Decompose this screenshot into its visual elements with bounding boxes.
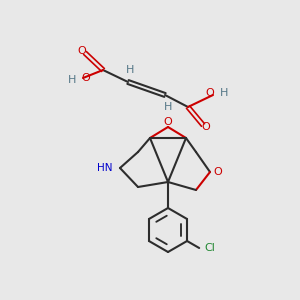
Text: O: O [214,167,222,177]
Text: O: O [82,73,90,83]
Text: H: H [68,75,76,85]
Text: Cl: Cl [204,243,215,253]
Text: H: H [164,102,172,112]
Text: H: H [126,65,134,75]
Text: O: O [202,122,210,132]
Text: O: O [78,46,86,56]
Text: O: O [164,117,172,127]
Text: O: O [206,88,214,98]
Text: H: H [220,88,228,98]
Text: HN: HN [97,163,112,173]
